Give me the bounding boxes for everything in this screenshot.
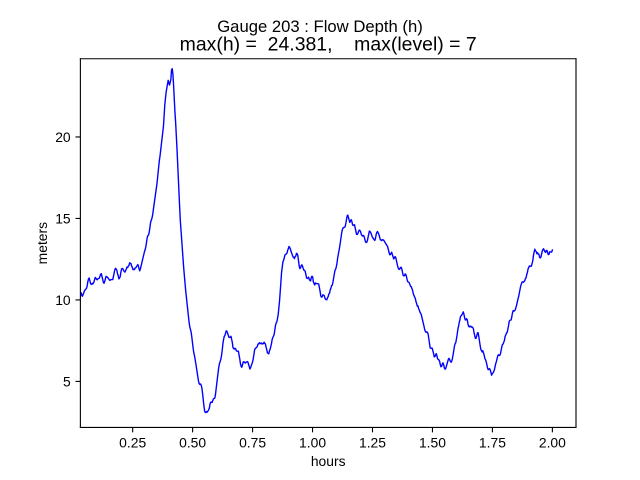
svg-text:hours: hours [311, 453, 346, 469]
svg-text:10: 10 [55, 292, 71, 308]
svg-text:0.75: 0.75 [239, 434, 266, 450]
svg-text:1.00: 1.00 [299, 434, 326, 450]
svg-text:20: 20 [55, 129, 71, 145]
svg-text:15: 15 [55, 210, 71, 226]
svg-text:1.25: 1.25 [359, 434, 386, 450]
svg-text:5: 5 [63, 373, 71, 389]
svg-text:0.25: 0.25 [119, 434, 146, 450]
svg-text:1.50: 1.50 [419, 434, 446, 450]
svg-text:0.50: 0.50 [179, 434, 206, 450]
svg-text:max(h) = 24.381, max(level: max(h) = 24.381, max(level) = 7 [180, 33, 477, 55]
svg-text:meters: meters [34, 222, 50, 264]
svg-text:Gauge 203 : Flow Depth (h): Gauge 203 : Flow Depth (h) [217, 17, 423, 36]
svg-text:1.75: 1.75 [479, 434, 506, 450]
svg-text:2.00: 2.00 [539, 434, 566, 450]
